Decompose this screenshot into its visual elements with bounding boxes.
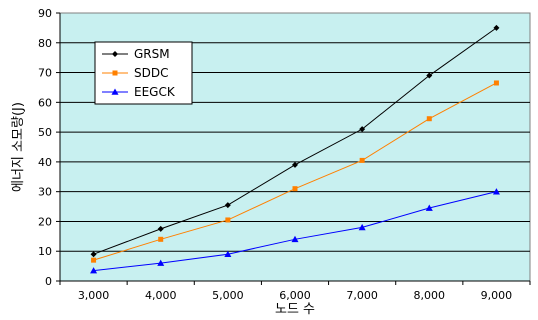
legend-marker (111, 88, 119, 95)
legend: GRSM SDDC EEGCK (94, 41, 193, 105)
data-point (493, 24, 500, 31)
legend-marker (112, 51, 118, 57)
legend-item-eegck: EEGCK (102, 85, 176, 99)
legend-label: SDDC (134, 66, 168, 80)
data-point (493, 80, 499, 86)
y-tick-label: 90 (38, 7, 52, 20)
data-point (292, 186, 298, 192)
x-tick-label: 4,000 (145, 289, 177, 302)
data-series (90, 24, 500, 274)
gridlines (60, 42, 530, 252)
x-tick-label: 3,000 (78, 289, 110, 302)
legend-label: GRSM (134, 47, 170, 61)
data-point (225, 217, 231, 223)
y-tick-label: 80 (38, 37, 52, 50)
data-point (157, 225, 164, 232)
y-axis-title: 에너지 소모량(J) (11, 102, 26, 192)
legend-item-sddc: SDDC (102, 66, 168, 80)
x-tick-label: 8,000 (414, 289, 446, 302)
y-tick-label: 70 (38, 67, 52, 80)
y-tick-label: 0 (45, 275, 52, 288)
series-sddc (91, 80, 499, 263)
data-point (359, 126, 366, 133)
legend-item-grsm: GRSM (102, 47, 170, 61)
x-tick-label: 6,000 (279, 289, 311, 302)
y-tick-label: 30 (38, 186, 52, 199)
y-tick-label: 20 (38, 215, 52, 228)
y-tick-label: 10 (38, 245, 52, 258)
y-tick-label: 60 (38, 96, 52, 109)
x-tick-label: 9,000 (481, 289, 513, 302)
x-tick-label: 7,000 (346, 289, 378, 302)
data-point (492, 188, 500, 195)
y-tick-label: 50 (38, 126, 52, 139)
data-point (90, 251, 97, 258)
y-tick-label: 40 (38, 156, 52, 169)
data-point (224, 202, 231, 209)
y-axis-ticks: 0 10 20 30 40 50 60 70 80 90 (38, 7, 61, 288)
data-point (426, 116, 432, 122)
legend-marker (112, 70, 118, 76)
data-point (157, 259, 165, 266)
data-point (224, 250, 232, 257)
data-point (359, 157, 365, 163)
x-axis-title: 노드 수 (275, 302, 315, 317)
legend-label: EEGCK (134, 85, 176, 99)
x-axis-ticks: 3,000 4,000 5,000 6,000 7,000 8,000 9,000 (59, 280, 531, 302)
data-point (425, 204, 433, 211)
data-point (358, 223, 366, 231)
data-point (90, 267, 98, 274)
series-grsm (90, 24, 500, 258)
data-point (291, 235, 299, 243)
data-point (158, 236, 164, 242)
series-eegck (90, 188, 500, 274)
data-point (426, 72, 433, 79)
x-tick-label: 5,000 (212, 289, 244, 302)
data-point (91, 257, 97, 263)
data-point (292, 161, 298, 168)
